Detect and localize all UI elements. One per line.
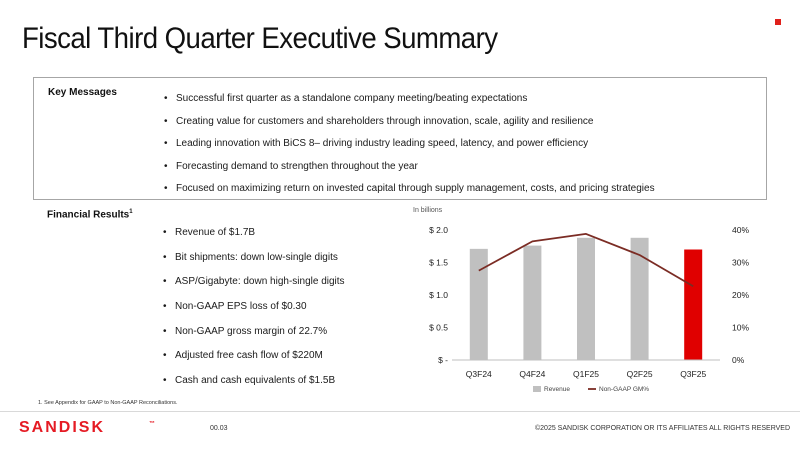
corner-accent-mark — [775, 19, 781, 25]
revenue-bar — [684, 249, 703, 360]
key-message-item: Focused on maximizing return on invested… — [164, 183, 655, 206]
y-left-tick-label: $ 2.0 — [429, 225, 448, 235]
legend-label-revenue: Revenue — [544, 386, 570, 393]
copyright-notice: ©2025 SANDISK CORPORATION OR ITS AFFILIA… — [535, 425, 791, 432]
y-right-tick-label: 40% — [732, 225, 749, 235]
y-right-tick-label: 30% — [732, 258, 749, 268]
financial-results-label-text: Financial Results — [47, 209, 130, 221]
financial-result-item: Non-GAAP gross margin of 22.7% — [163, 326, 345, 351]
footnote-ref: 1 — [129, 209, 133, 215]
page-number: 00.03 — [210, 425, 228, 432]
y-right-tick-label: 0% — [732, 355, 745, 365]
x-tick-label: Q3F25 — [680, 369, 706, 379]
legend-swatch-revenue — [533, 386, 541, 392]
legend-label-margin: Non-GAAP GM% — [599, 386, 649, 393]
footnote: 1. See Appendix for GAAP to Non-GAAP Rec… — [38, 400, 178, 406]
financial-result-item: Bit shipments: down low-single digits — [163, 252, 345, 277]
y-left-tick-label: $ - — [438, 355, 448, 365]
financial-result-item: Cash and cash equivalents of $1.5B — [163, 375, 345, 400]
revenue-bar — [523, 245, 542, 360]
key-message-item: Forecasting demand to strengthen through… — [164, 161, 655, 184]
key-message-item: Leading innovation with BiCS 8– driving … — [164, 138, 655, 161]
key-message-item: Creating value for customers and shareho… — [164, 116, 655, 139]
logo-wordmark: SANDISK — [19, 419, 105, 434]
financial-result-item: Adjusted free cash flow of $220M — [163, 350, 345, 375]
footer-divider — [0, 411, 800, 412]
revenue-bar — [469, 248, 488, 360]
key-message-item: Successful first quarter as a standalone… — [164, 93, 655, 116]
sandisk-logo: SANDISK ™ — [19, 419, 155, 434]
x-tick-label: Q2F25 — [627, 369, 653, 379]
financial-result-item: Non-GAAP EPS loss of $0.30 — [163, 301, 345, 326]
chart-subtitle: In billions — [413, 207, 443, 214]
y-left-tick-label: $ 1.0 — [429, 290, 448, 300]
page-title: Fiscal Third Quarter Executive Summary — [22, 22, 498, 55]
x-tick-label: Q4F24 — [519, 369, 545, 379]
x-tick-label: Q3F24 — [466, 369, 492, 379]
y-left-tick-label: $ 0.5 — [429, 323, 448, 333]
revenue-bar — [630, 237, 649, 360]
revenue-margin-chart: In billions $ - $ 0.5 $ 1.0 $ 1.5 $ 2.0 0% 10% 2… — [413, 207, 749, 393]
financial-results-list: Revenue of $1.7B Bit shipments: down low… — [163, 227, 345, 400]
y-right-tick-label: 20% — [732, 290, 749, 300]
key-messages-box: Key Messages Successful first quarter as… — [33, 77, 767, 200]
financial-result-item: ASP/Gigabyte: down high-single digits — [163, 276, 345, 301]
logo-trademark: ™ — [149, 420, 155, 427]
financial-results-label: Financial Results1 — [47, 209, 133, 220]
revenue-bar — [577, 237, 595, 360]
x-tick-label: Q1F25 — [573, 369, 599, 379]
key-messages-label: Key Messages — [48, 87, 117, 98]
financial-result-item: Revenue of $1.7B — [163, 227, 345, 252]
y-left-tick-label: $ 1.5 — [429, 258, 448, 268]
key-messages-list: Successful first quarter as a standalone… — [164, 93, 655, 206]
gross-margin-line — [478, 233, 694, 288]
y-right-tick-label: 10% — [732, 323, 749, 333]
